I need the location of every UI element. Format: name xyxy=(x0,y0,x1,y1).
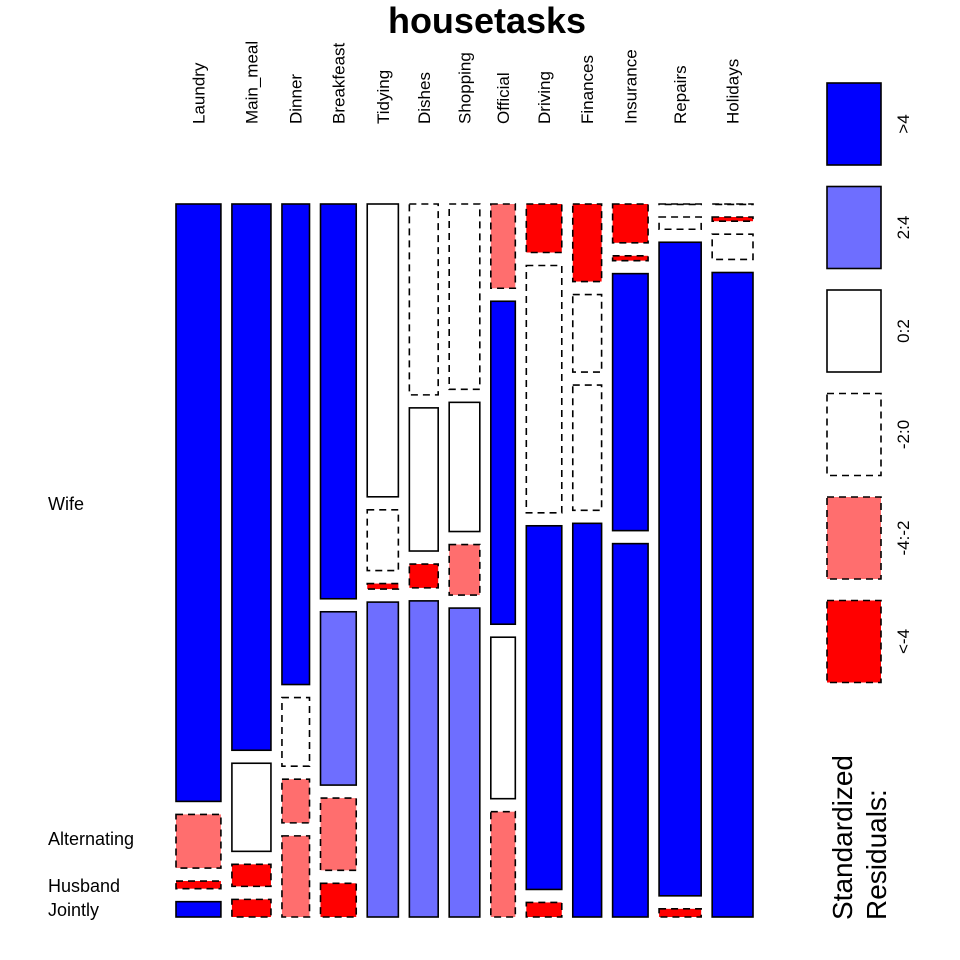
legend-title-line: Standardized xyxy=(827,755,858,920)
tile-tidying-alternating xyxy=(366,508,400,572)
tile-dishes-husband xyxy=(408,563,439,589)
column-label: Finances xyxy=(578,55,597,124)
tile-finances-husband xyxy=(571,384,603,512)
column-label: Main_meal xyxy=(242,41,261,124)
column-label: Insurance xyxy=(621,49,640,124)
legend-label: 0:2 xyxy=(894,319,913,343)
tile-repairs-jointly xyxy=(658,908,702,918)
tile-insurance-wife xyxy=(611,203,649,244)
tile-holidays-husband xyxy=(711,233,754,261)
tile-breakfeast-husband xyxy=(319,797,358,872)
row-labels: Wife Alternating Husband Jointly xyxy=(48,494,134,920)
tile-dishes-alternating xyxy=(408,407,439,552)
tile-breakfeast-wife xyxy=(319,203,358,600)
tile-driving-husband xyxy=(525,524,563,891)
tile-tidying-wife xyxy=(366,203,400,498)
tile-tidying-husband xyxy=(366,582,400,590)
column-label: Tidying xyxy=(374,70,393,124)
tile-shopping-wife xyxy=(448,203,481,391)
mosaic-tiles xyxy=(175,203,754,918)
column-label: Official xyxy=(494,72,513,124)
tile-main_meal-alternating xyxy=(231,762,272,853)
chart-title: housetasks xyxy=(388,0,586,41)
legend-swatch xyxy=(826,599,882,684)
tile-tidying-jointly xyxy=(366,601,400,918)
tile-official-jointly xyxy=(490,810,517,918)
column-label: Driving xyxy=(535,71,554,124)
tile-finances-jointly xyxy=(571,522,603,918)
residuals-legend: >4 2:4 0:2 -2:0 -4:-2 <-4 xyxy=(826,82,913,684)
legend-label: <-4 xyxy=(894,629,913,654)
tile-dinner-wife xyxy=(281,203,311,686)
tile-driving-alternating xyxy=(525,264,563,514)
tile-insurance-alternating xyxy=(611,254,649,262)
tile-laundry-alternating xyxy=(175,813,222,869)
tile-shopping-alternating xyxy=(448,401,481,533)
column-labels: Laundry Main_meal Dinner Breakfeast Tidying D… xyxy=(190,41,743,124)
tile-official-alternating xyxy=(490,300,517,626)
legend-swatch xyxy=(826,82,882,166)
column-label: Shopping xyxy=(456,52,475,124)
tile-shopping-husband xyxy=(448,543,481,596)
tile-dishes-jointly xyxy=(408,600,439,918)
tile-main_meal-wife xyxy=(231,203,272,752)
legend-label: 2:4 xyxy=(894,216,913,240)
column-label: Laundry xyxy=(190,62,209,124)
row-label-husband: Husband xyxy=(48,876,120,896)
row-label-alternating: Alternating xyxy=(48,829,134,849)
column-label: Breakfeast xyxy=(329,42,348,124)
legend-swatch xyxy=(826,496,882,580)
tile-dinner-alternating xyxy=(281,696,311,767)
legend-label: -4:-2 xyxy=(894,521,913,556)
column-label: Dishes xyxy=(415,72,434,124)
tile-holidays-jointly xyxy=(711,271,754,918)
tile-main_meal-jointly xyxy=(231,898,272,918)
column-label: Repairs xyxy=(671,65,690,124)
legend-swatch xyxy=(826,289,882,373)
tile-insurance-jointly xyxy=(611,542,649,918)
tile-dinner-husband xyxy=(281,778,311,824)
tile-driving-jointly xyxy=(525,901,563,918)
tile-insurance-husband xyxy=(611,272,649,532)
tile-finances-alternating xyxy=(571,293,603,373)
row-label-wife: Wife xyxy=(48,494,84,514)
legend-title-line: Residuals: xyxy=(861,789,892,920)
tile-shopping-jointly xyxy=(448,607,481,918)
row-label-jointly: Jointly xyxy=(48,900,99,920)
tile-dishes-wife xyxy=(408,203,439,396)
column-label: Holidays xyxy=(724,59,743,124)
legend-label: -2:0 xyxy=(894,420,913,449)
tile-breakfeast-jointly xyxy=(319,882,358,918)
tile-main_meal-husband xyxy=(231,863,272,888)
tile-dinner-jointly xyxy=(281,835,311,918)
legend-swatch xyxy=(826,392,882,477)
tile-breakfeast-alternating xyxy=(319,610,358,786)
legend-swatch xyxy=(826,185,882,270)
tile-repairs-husband xyxy=(658,241,702,897)
tile-laundry-husband xyxy=(175,880,222,890)
tile-holidays-alternating xyxy=(711,216,754,223)
tile-official-husband xyxy=(490,636,517,800)
legend-label: >4 xyxy=(894,114,913,133)
tile-repairs-alternating xyxy=(658,216,702,231)
tile-finances-wife xyxy=(571,203,603,283)
tile-laundry-jointly xyxy=(175,900,222,918)
tile-official-wife xyxy=(490,203,517,290)
legend-title: Standardized Residuals: xyxy=(827,755,892,920)
tile-laundry-wife xyxy=(175,203,222,803)
tile-driving-wife xyxy=(525,203,563,254)
column-label: Dinner xyxy=(287,74,306,124)
